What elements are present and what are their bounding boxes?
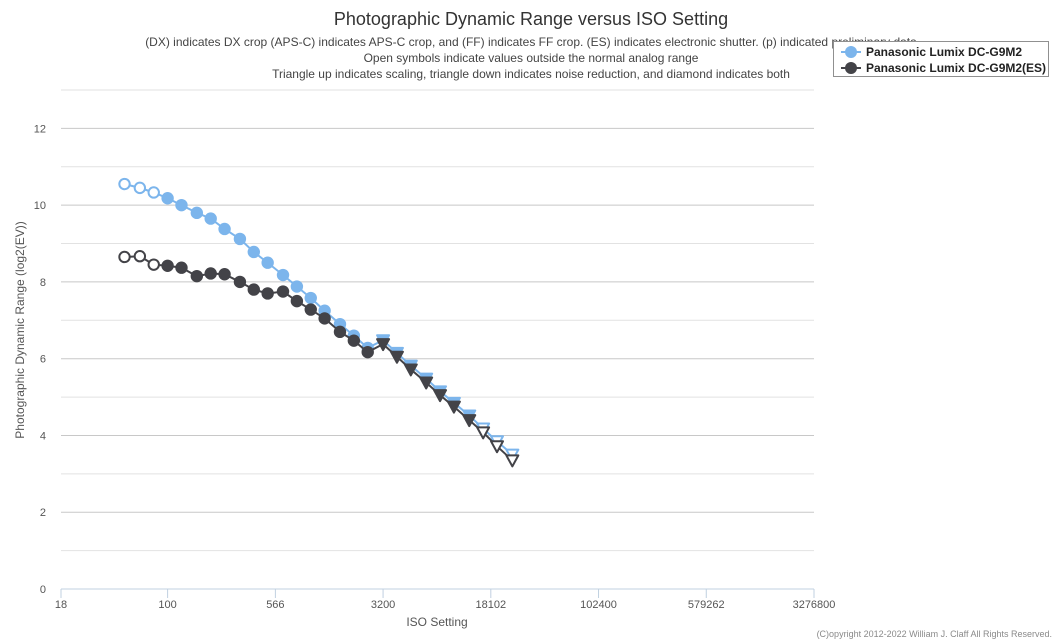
chart-subtitle-line-3: Triangle up indicates scaling, triangle … bbox=[272, 67, 790, 81]
data-series bbox=[118, 177, 520, 468]
legend-marker-series-2-icon bbox=[841, 62, 861, 74]
x-tick-label-3200: 3200 bbox=[371, 599, 395, 611]
chart-subtitle-line-1: (DX) indicates DX crop (APS-C) indicates… bbox=[145, 35, 917, 49]
series-1-line bbox=[124, 183, 514, 456]
x-tick-label-18102: 18102 bbox=[476, 599, 507, 611]
chart-legend: Panasonic Lumix DC-G9M2 Panasonic Lumix … bbox=[833, 41, 1049, 77]
series-1-point-iso-250 bbox=[218, 222, 231, 236]
series-1-point-iso-200 bbox=[204, 212, 217, 225]
series-2-line bbox=[124, 255, 514, 462]
x-tick-label-100: 100 bbox=[158, 599, 176, 611]
x-axis-title: ISO Setting bbox=[406, 615, 467, 629]
series-1-point-iso-500 bbox=[261, 256, 274, 269]
y-tick-label-2: 2 bbox=[40, 507, 46, 519]
y-tick-label-10: 10 bbox=[34, 200, 46, 212]
series-2-point-iso-1600 bbox=[333, 325, 347, 339]
x-tick-label-3276800: 3276800 bbox=[793, 599, 836, 611]
series-2-point-iso-160 bbox=[190, 269, 204, 283]
y-tick-label-8: 8 bbox=[40, 277, 46, 289]
series-2-point-iso-3200 bbox=[376, 338, 391, 352]
series-2-point-iso-640 bbox=[276, 285, 290, 298]
y-tick-label-4: 4 bbox=[40, 430, 46, 442]
series-2-point-iso-500 bbox=[261, 287, 274, 300]
series-2-point-iso-125 bbox=[175, 261, 188, 274]
y-tick-label-0: 0 bbox=[40, 584, 46, 596]
series-1-point-iso-80 bbox=[147, 186, 160, 199]
chart-subtitle-line-2: Open symbols indicate values outside the… bbox=[364, 51, 699, 65]
legend-label-series-2: Panasonic Lumix DC-G9M2(ES) bbox=[866, 61, 1047, 75]
series-1-point-iso-640 bbox=[276, 268, 290, 282]
series-1-point-iso-100 bbox=[161, 192, 174, 205]
gridlines bbox=[61, 89, 814, 552]
series-2 bbox=[118, 250, 520, 468]
series-1-point-iso-50 bbox=[118, 177, 131, 191]
legend-dot-series-2 bbox=[845, 62, 857, 74]
series-1-point-iso-125 bbox=[175, 198, 188, 212]
series-2-point-iso-16000 bbox=[476, 426, 491, 440]
series-1-point-iso-160 bbox=[190, 206, 204, 220]
x-tick-label-102400: 102400 bbox=[580, 599, 617, 611]
legend-marker-series-1-icon bbox=[841, 46, 861, 58]
series-2-point-iso-2500 bbox=[361, 345, 374, 359]
series-2-point-iso-400 bbox=[247, 283, 260, 296]
series-2-point-iso-1000 bbox=[304, 303, 317, 316]
series-1-point-iso-400 bbox=[247, 245, 260, 259]
series-2-point-iso-10000 bbox=[446, 400, 461, 414]
series-2-point-iso-100 bbox=[161, 259, 174, 273]
series-1-point-iso-1000 bbox=[304, 291, 317, 305]
series-2-point-iso-8000 bbox=[433, 389, 448, 403]
series-2-point-iso-12800 bbox=[462, 414, 477, 428]
series-2-point-iso-64 bbox=[133, 250, 147, 263]
y-axis-title: Photographic Dynamic Range (log2(EV)) bbox=[13, 221, 27, 438]
series-2-point-iso-4000 bbox=[389, 350, 404, 364]
x-axis: 18 100 566 3200 18102 102400 579262 3276800 bbox=[55, 588, 836, 611]
series-2-point-iso-2000 bbox=[347, 334, 361, 347]
series-2-point-iso-20000 bbox=[490, 440, 505, 454]
y-tick-label-6: 6 bbox=[40, 354, 46, 366]
series-2-point-iso-200 bbox=[204, 267, 217, 280]
x-tick-label-18: 18 bbox=[55, 599, 67, 611]
legend-dot-series-1 bbox=[845, 46, 857, 58]
series-2-point-iso-80 bbox=[147, 258, 160, 271]
series-2-point-iso-1250 bbox=[318, 312, 331, 325]
series-2-point-iso-320 bbox=[233, 275, 247, 289]
series-2-point-iso-50 bbox=[118, 250, 131, 264]
x-tick-label-566: 566 bbox=[266, 599, 284, 611]
chart-title: Photographic Dynamic Range versus ISO Se… bbox=[334, 9, 728, 29]
legend-label-series-1: Panasonic Lumix DC-G9M2 bbox=[866, 45, 1023, 59]
series-2-point-iso-5000 bbox=[403, 363, 418, 377]
x-tick-label-579262: 579262 bbox=[688, 599, 725, 611]
series-2-point-iso-6400 bbox=[419, 376, 434, 390]
series-2-point-iso-25600 bbox=[505, 454, 520, 468]
series-1-point-iso-64 bbox=[133, 181, 147, 195]
series-2-point-iso-800 bbox=[290, 294, 304, 308]
series-1-point-iso-800 bbox=[290, 280, 304, 293]
copyright-notice: (C)opyright 2012-2022 William J. Claff A… bbox=[816, 629, 1052, 639]
series-2-point-iso-250 bbox=[218, 268, 231, 281]
y-axis-ticks: 0 2 4 6 8 10 12 bbox=[34, 123, 46, 596]
y-tick-label-12: 12 bbox=[34, 123, 46, 135]
series-1-point-iso-320 bbox=[233, 232, 247, 246]
